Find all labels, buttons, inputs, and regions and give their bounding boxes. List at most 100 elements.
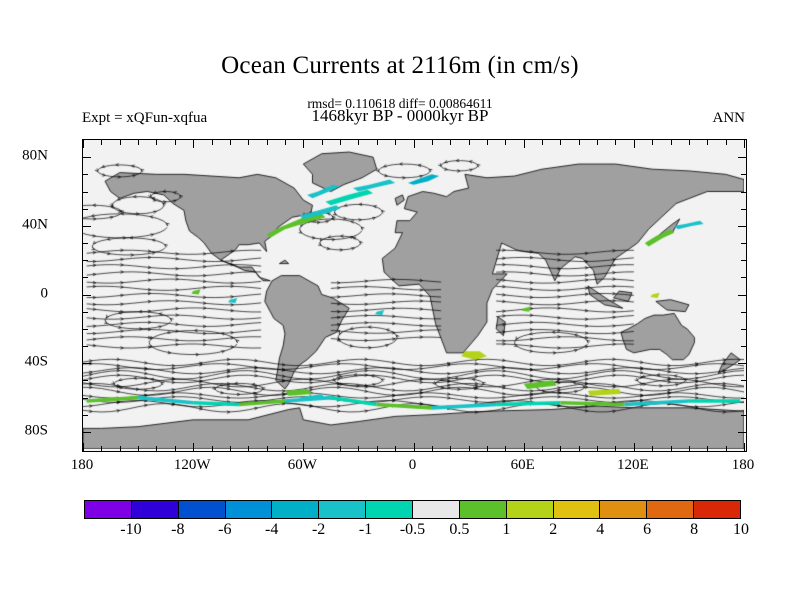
y-axis-tick xyxy=(741,414,746,416)
colorbar-band-6 xyxy=(366,501,414,518)
y-axis-tick xyxy=(83,414,88,416)
y-axis-tick xyxy=(738,294,746,296)
colorbar-tick-label: 8 xyxy=(690,521,699,538)
colorbar-tick-label: -0.5 xyxy=(399,521,426,538)
x-axis-tick xyxy=(358,140,360,145)
y-axis-tick xyxy=(83,277,88,279)
x-axis-tick xyxy=(560,446,562,451)
y-axis-tick xyxy=(83,157,91,159)
season-label: ANN xyxy=(712,110,746,126)
x-axis-tick xyxy=(376,446,378,451)
subtitle-time-period: 1468kyr BP - 0000kyr BP xyxy=(311,106,489,125)
colorbar-tick-label: 1 xyxy=(502,521,511,538)
x-axis-tick xyxy=(266,446,268,451)
x-axis-tick xyxy=(119,446,121,451)
y-axis-tick xyxy=(741,174,746,176)
x-axis-tick xyxy=(505,140,507,145)
x-axis-tick xyxy=(138,446,140,451)
colorbar-band-4 xyxy=(272,501,320,518)
y-axis-tick xyxy=(741,208,746,210)
colorbar-band-10 xyxy=(553,501,601,518)
x-axis-tick xyxy=(523,140,525,148)
x-axis-tick xyxy=(340,140,342,145)
x-axis-tick xyxy=(707,446,709,451)
x-axis-tick xyxy=(284,140,286,145)
x-axis-label: 0 xyxy=(408,457,417,473)
y-axis-tick xyxy=(738,431,746,433)
x-axis-tick xyxy=(340,446,342,451)
x-axis-tick xyxy=(431,140,433,145)
x-axis-tick xyxy=(652,140,654,145)
x-axis-tick xyxy=(138,140,140,145)
world-map-canvas xyxy=(83,140,744,449)
y-axis-tick xyxy=(741,397,746,399)
y-axis-tick xyxy=(741,191,746,193)
x-axis-tick xyxy=(119,140,121,145)
y-axis-tick xyxy=(83,328,88,330)
x-axis-tick xyxy=(83,140,84,148)
x-axis-tick xyxy=(358,446,360,451)
colorbar-tick-label: 10 xyxy=(733,521,749,538)
x-axis-tick xyxy=(174,446,176,451)
x-axis-tick xyxy=(413,140,415,148)
colorbar-tick-label: 0.5 xyxy=(449,521,470,538)
colorbar-band-12 xyxy=(647,501,695,518)
colorbar-tick-label: -2 xyxy=(311,521,326,538)
x-axis-tick xyxy=(321,140,323,145)
x-axis-tick xyxy=(744,443,745,451)
x-axis-tick xyxy=(615,446,617,451)
y-axis-tick xyxy=(741,328,746,330)
x-axis-tick xyxy=(542,140,544,145)
x-axis-label: 60W xyxy=(287,457,317,473)
x-axis-tick xyxy=(284,446,286,451)
colorbar-band-5 xyxy=(319,501,367,518)
y-axis-tick xyxy=(83,431,91,433)
x-axis-tick xyxy=(450,140,452,145)
x-axis-tick xyxy=(229,140,231,145)
x-axis-tick xyxy=(193,140,195,148)
x-axis-tick xyxy=(156,140,158,145)
x-axis-tick xyxy=(633,443,635,451)
x-axis-tick xyxy=(248,446,250,451)
x-axis-tick xyxy=(670,140,672,145)
x-axis-label: 120E xyxy=(616,457,649,473)
x-axis-tick xyxy=(395,446,397,451)
map-plot-area xyxy=(82,139,747,452)
x-axis-tick xyxy=(211,446,213,451)
colorbar-band-2 xyxy=(178,501,226,518)
y-axis-tick xyxy=(741,260,746,262)
y-axis-tick xyxy=(83,191,88,193)
x-axis-tick xyxy=(101,446,103,451)
colorbar-band-11 xyxy=(600,501,648,518)
colorbar-tick-label: -4 xyxy=(265,521,279,538)
colorbar xyxy=(84,500,741,519)
x-axis-tick xyxy=(303,443,305,451)
x-axis-tick xyxy=(707,140,709,145)
x-axis-tick xyxy=(670,446,672,451)
y-axis-label: 80N xyxy=(22,147,48,164)
x-axis-tick xyxy=(578,140,580,145)
x-axis-tick xyxy=(505,446,507,451)
y-axis-tick xyxy=(738,157,746,159)
y-axis-tick xyxy=(741,311,746,313)
y-axis-tick xyxy=(83,294,91,296)
x-axis-tick xyxy=(725,140,727,145)
colorbar-tick-label: -10 xyxy=(120,521,142,538)
x-axis-tick xyxy=(193,443,195,451)
x-axis-tick xyxy=(395,140,397,145)
x-axis-tick xyxy=(266,140,268,145)
x-axis-tick xyxy=(468,140,470,145)
y-axis-label: 0 xyxy=(40,285,49,301)
x-axis-tick xyxy=(578,446,580,451)
x-axis-label: 60E xyxy=(510,457,535,473)
y-axis-tick xyxy=(83,380,88,382)
subtitle-statistics: rmsd= 0.110618 diff= 0.00864611 xyxy=(307,96,493,111)
colorbar-tick-label: 6 xyxy=(643,521,652,538)
y-axis-tick xyxy=(83,225,91,227)
y-axis-tick xyxy=(83,397,88,399)
experiment-label: Expt = xQFun-xqfua xyxy=(82,110,208,126)
y-axis-tick xyxy=(741,346,746,347)
y-axis-tick xyxy=(83,174,88,176)
x-axis-tick xyxy=(523,443,525,451)
x-axis-tick xyxy=(248,140,250,145)
